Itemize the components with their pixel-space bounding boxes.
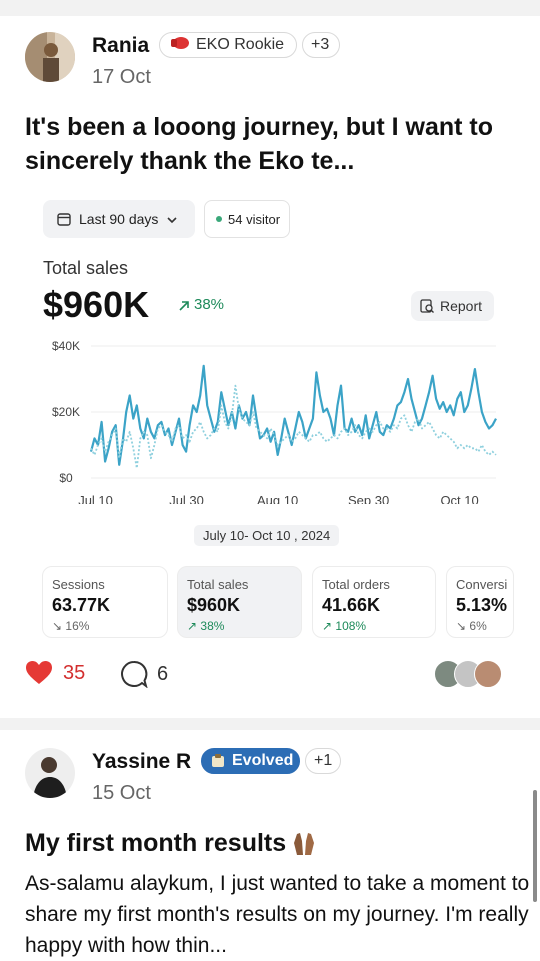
report-icon [420,299,434,313]
metric-label: Total sales [43,258,129,278]
kpi-label: Sessions [52,577,105,592]
kpi-value: 63.77K [52,595,111,615]
sales-line-chart: $0 $20K $40K Jul 10 Jul 30 Aug 10 Sep 30 Oct 10 [52,339,497,504]
arrow-down-right-icon: ↘ [456,619,467,633]
x-tick-label: Jul 30 [169,493,204,504]
calendar-icon [57,212,71,226]
post-date: 17 Oct [92,66,151,88]
visitor-count: 54 visitor [228,211,281,227]
boxing-glove-icon [170,36,190,55]
arrow-up-right-icon [178,299,190,311]
sales-dashboard-image[interactable]: Last 90 days 54 visitor Total sales $960… [26,196,514,638]
author-name[interactable]: Yassine R [92,750,192,773]
y-tick-label: $0 [59,471,73,485]
liker-avatars[interactable] [434,660,516,688]
kpi-change: ↘ 6% [456,619,487,633]
comment-bubble-icon [120,660,148,689]
extra-badges[interactable]: +3 [302,32,340,58]
kpi-label: Total sales [187,577,249,592]
extra-badges[interactable]: +1 [305,748,341,774]
author-name[interactable]: Rania [92,34,150,57]
kpi-card: Total sales $960K ↗ 38% [177,566,302,638]
metric-change: 38% [178,296,224,313]
report-button: Report [411,291,494,321]
kpi-change: ↗ 108% [322,619,367,633]
post-body[interactable]: As-salamu alaykum, I just wanted to take… [25,872,530,957]
kpi-label: Conversi [456,577,508,592]
kpi-change: ↗ 38% [187,619,225,633]
post-divider [0,718,540,730]
kpi-value: 5.13% [456,595,508,615]
like-button[interactable]: 35 [25,660,85,686]
like-count: 35 [63,661,86,684]
post-card: Rania EKO Rookie +3 17 Oct It's been a l… [25,32,516,689]
kpi-card: Conversi 5.13% ↘ 6% [446,566,514,638]
badge-label: Evolved [232,752,294,769]
arrow-up-right-icon: ↗ [187,619,198,633]
comment-count: 6 [157,662,169,685]
evolved-icon [210,753,226,769]
kpi-value: $960K [187,595,241,615]
date-range-dropdown: Last 90 days [43,200,195,238]
kpi-change: ↘ 16% [52,619,90,633]
date-range-label: Last 90 days [79,211,159,227]
kpi-label: Total orders [322,577,390,592]
x-tick-label: Sep 30 [348,493,389,504]
previous-post-edge [0,0,540,16]
rank-badge[interactable]: Evolved [201,748,300,774]
kpi-card: Total orders 41.66K ↗ 108% [312,566,436,638]
visitor-counter: 54 visitor [204,200,290,238]
scrollbar[interactable] [533,790,537,902]
avatar[interactable] [25,32,75,82]
arrow-down-right-icon: ↘ [52,619,63,633]
date-caption: July 10- Oct 10 , 2024 [194,525,340,546]
liker-avatar [474,660,502,688]
metric-value: $960K [43,284,150,325]
y-tick-label: $40K [52,339,80,353]
kpi-value: 41.66K [322,595,381,615]
avatar[interactable] [25,748,75,798]
x-tick-label: Aug 10 [257,493,298,504]
heart-icon [25,660,53,686]
badge-label: EKO Rookie [196,36,285,53]
arrow-up-right-icon: ↗ [322,619,333,633]
post-date: 15 Oct [92,782,151,804]
comparison-series-line [90,384,497,470]
chevron-down-icon [166,213,178,225]
x-tick-label: Jul 10 [78,493,113,504]
post-title[interactable]: My first month results [25,826,525,860]
comment-button[interactable]: 6 [120,660,169,689]
rank-badge[interactable]: EKO Rookie [159,32,297,58]
sales-series-line [89,364,497,466]
x-tick-label: Oct 10 [440,493,478,504]
kpi-card: Sessions 63.77K ↘ 16% [42,566,168,638]
live-dot-icon [216,216,222,222]
praying-hands-icon [288,829,320,857]
post-title[interactable]: It's been a looong journey, but I want t… [25,113,493,175]
y-tick-label: $20K [52,405,80,419]
post-card: Yassine R Evolved +1 15 Oct My first mon… [0,730,540,960]
